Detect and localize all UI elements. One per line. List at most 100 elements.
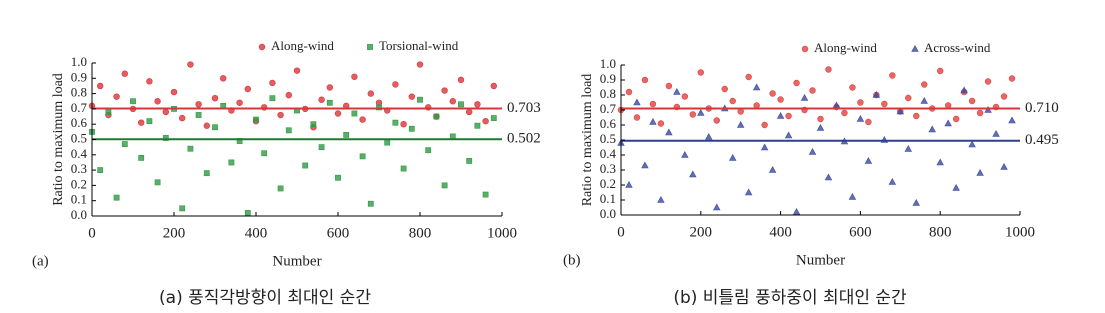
point: [769, 90, 776, 97]
point: [681, 93, 689, 100]
point: [425, 147, 432, 154]
point: [441, 87, 448, 94]
point: [729, 153, 737, 161]
panel-label: (a): [32, 253, 49, 269]
point: [625, 88, 633, 96]
point: [952, 183, 960, 191]
y-tick-label: 0.6: [71, 115, 88, 130]
point: [745, 73, 752, 81]
point: [343, 132, 350, 138]
point: [269, 79, 276, 87]
point: [458, 101, 464, 108]
y-tick-label: 1.0: [71, 54, 87, 69]
point: [466, 158, 473, 164]
legend-label: Across-wind: [924, 40, 991, 55]
point: [154, 98, 161, 105]
point: [244, 210, 251, 216]
point: [400, 120, 407, 128]
point: [793, 79, 800, 87]
point: [665, 128, 673, 136]
point: [408, 125, 415, 132]
x-tick-label: 400: [769, 224, 792, 240]
point: [865, 118, 872, 126]
point: [285, 127, 292, 134]
legend-label: Along-wind: [271, 38, 334, 53]
point: [482, 191, 489, 198]
y-tick-label: 0.8: [71, 85, 87, 100]
legend-marker: [801, 45, 809, 53]
point: [673, 87, 681, 95]
x-axis-label: Number: [796, 252, 845, 268]
point: [768, 165, 777, 173]
point: [928, 125, 936, 133]
point: [888, 177, 897, 185]
point: [367, 90, 374, 97]
mean-label: 0.502: [507, 131, 541, 147]
point: [881, 100, 888, 108]
point: [367, 200, 374, 207]
y-tick-label: 0.2: [71, 176, 87, 191]
point: [179, 205, 186, 212]
point: [849, 84, 856, 91]
point: [848, 192, 857, 200]
point: [872, 90, 881, 98]
point: [960, 86, 968, 94]
point: [293, 67, 301, 74]
point: [113, 194, 120, 201]
x-tick-label: 600: [849, 224, 872, 240]
point: [195, 101, 202, 108]
point: [641, 161, 649, 169]
point: [474, 122, 481, 129]
point: [824, 173, 833, 181]
legend-label: Torsional-wind: [379, 38, 459, 53]
point: [253, 116, 259, 123]
point: [1000, 162, 1008, 170]
point: [97, 167, 104, 173]
point: [318, 144, 325, 151]
point: [649, 117, 657, 125]
point: [1008, 75, 1016, 82]
point: [936, 158, 944, 166]
point: [170, 88, 178, 96]
point: [920, 96, 928, 104]
point: [713, 203, 721, 211]
point: [864, 156, 873, 164]
point: [376, 104, 382, 111]
point: [809, 87, 816, 94]
y-tick-label: 0.9: [71, 69, 87, 84]
point: [277, 185, 284, 192]
point: [761, 121, 768, 129]
point: [633, 98, 641, 106]
point: [96, 82, 104, 90]
point: [856, 114, 865, 122]
x-tick-label: 600: [327, 225, 350, 241]
point: [392, 81, 399, 88]
point: [912, 198, 920, 206]
point: [211, 94, 219, 102]
y-tick-label: 0.3: [71, 161, 87, 176]
y-tick-label: 0.9: [600, 71, 616, 86]
point: [921, 81, 928, 88]
point: [776, 111, 785, 119]
point: [187, 61, 194, 68]
y-tick-label: 0.5: [600, 131, 616, 146]
point: [857, 99, 864, 106]
legend-marker: [367, 44, 373, 50]
point: [968, 140, 976, 148]
x-tick-label: 200: [690, 224, 713, 240]
point: [138, 119, 145, 126]
point: [697, 69, 704, 76]
point: [392, 119, 399, 126]
point: [113, 93, 120, 100]
point: [457, 76, 465, 84]
point: [121, 141, 128, 147]
x-tick-label: 200: [163, 225, 186, 241]
point: [162, 108, 170, 116]
point: [408, 93, 415, 100]
x-tick-label: 1000: [487, 225, 517, 241]
point: [351, 73, 358, 80]
y-tick-label: 0.5: [71, 130, 87, 145]
point: [138, 154, 145, 161]
point: [841, 109, 848, 117]
